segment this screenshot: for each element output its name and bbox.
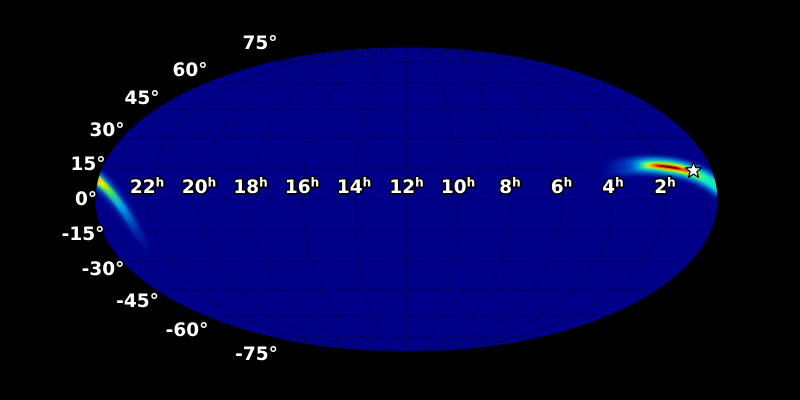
dec-tick-45: 45° [125,88,160,109]
dec-tick-neg60: -60° [166,320,209,341]
dec-tick-0: 0° [75,189,97,210]
meridian-line [406,47,563,352]
dec-tick-neg45: -45° [116,291,159,312]
ra-tick-12h: 12h [389,176,423,199]
ra-tick-4h: 4h [602,176,623,199]
ra-tick-8h: 8h [499,176,520,199]
ra-tick-6h: 6h [551,176,572,199]
meridian-line [406,47,459,352]
dec-tick-neg30: -30° [82,259,125,280]
ra-tick-14h: 14h [337,176,371,199]
ra-tick-16h: 16h [285,176,319,199]
meridian-line [406,47,667,352]
meridian-line [146,47,407,352]
ra-tick-18h: 18h [233,176,267,199]
dec-tick-neg15: -15° [62,224,105,245]
ra-axis-labels: 22h 20h 18h 16h 14h 12h 10h 8h 6h 4h 2h [128,174,677,200]
dec-tick-15: 15° [71,154,106,175]
dec-tick-30: 30° [90,120,125,141]
meridian-line [354,47,407,352]
dec-tick-neg75: -75° [235,344,278,365]
localization-arc-darkred [593,164,718,189]
ra-tick-20h: 20h [182,176,216,199]
dec-tick-75: 75° [243,33,278,54]
ra-tick-22h: 22h [130,176,164,199]
meridian-line [250,47,407,352]
dec-tick-60: 60° [173,60,208,81]
ra-tick-2h: 2h [654,176,675,199]
event-marker-star-icon [684,161,703,178]
ra-tick-10h: 10h [441,176,475,199]
map-ellipse [95,47,718,352]
dec-axis-labels: 75° 60° 45° 30° 15° 0° -15° -30° -45° -6… [60,31,279,366]
